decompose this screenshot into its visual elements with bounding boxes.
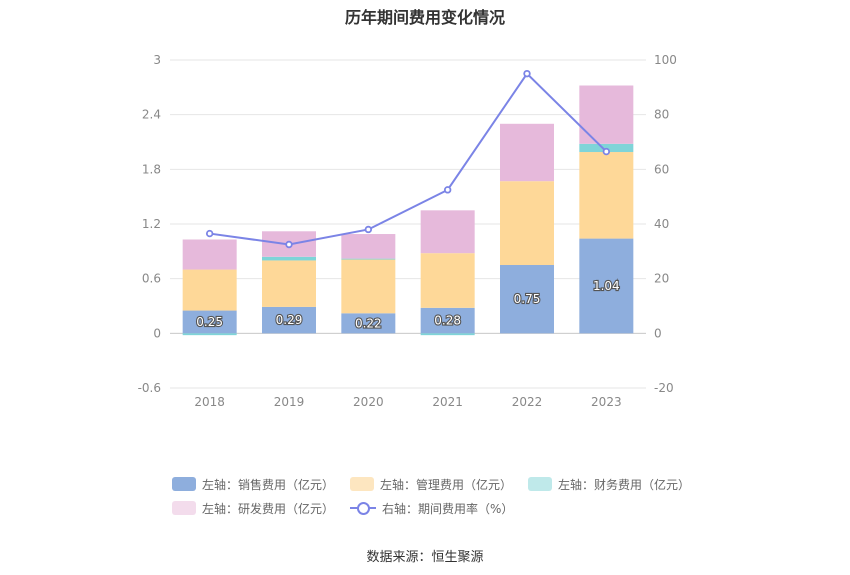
bar-segment (500, 181, 554, 265)
legend-label-rnd: 左轴：研发费用（亿元） (202, 501, 335, 516)
legend-swatch-expense-ratio (350, 501, 377, 515)
bar-segment (341, 234, 396, 259)
bar-segment (341, 258, 396, 260)
x-axis-tick-label: 2023 (591, 395, 622, 409)
left-axis-tick-label: 2.4 (142, 108, 161, 122)
bar-segment (341, 313, 396, 334)
legend-item-rnd[interactable]: 左轴：研发费用（亿元） (172, 500, 334, 517)
x-axis-tick-label: 2018 (194, 395, 225, 409)
legend-swatch-sales (172, 477, 196, 491)
expense-ratio-point (523, 69, 531, 78)
right-axis-tick-label: 40 (654, 217, 669, 231)
bar-segment (579, 85, 634, 144)
bar-data-label: 0.75 (514, 292, 541, 306)
legend-label-admin: 左轴：管理费用（亿元） (380, 477, 513, 492)
bar-segment (341, 259, 396, 314)
expense-ratio-point (443, 186, 452, 194)
x-axis-tick-label: 2019 (274, 395, 305, 409)
right-axis-tick-label: 0 (654, 326, 662, 340)
source-note: 数据来源：恒生聚源 (366, 550, 484, 565)
bar-segment (420, 307, 475, 334)
legend-label-sales: 左轴：销售费用（亿元） (202, 477, 335, 492)
bar-data-label: 0.29 (276, 313, 303, 327)
bar-data-label: 0.28 (434, 314, 461, 328)
legend-swatch-admin (350, 477, 375, 491)
legend-item-expense-ratio[interactable]: 右轴：期间费用率（%） (350, 500, 513, 517)
bar-data-label: 0.25 (196, 315, 223, 329)
x-axis-tick-label: 2021 (432, 395, 463, 409)
legend-swatch-rnd (172, 501, 196, 515)
expense-ratio-point (285, 240, 293, 249)
legend-item-sales[interactable]: 左轴：销售费用（亿元） (172, 476, 334, 493)
bar-segment (420, 333, 475, 336)
x-axis-tick-label: 2020 (353, 395, 384, 409)
x-axis-tick-label: 2022 (512, 395, 543, 409)
bar-segment (262, 256, 316, 261)
right-axis-tick-label: 20 (654, 272, 669, 286)
chart-title: 历年期间费用变化情况 (344, 8, 505, 27)
bar-segment (500, 265, 554, 334)
expense-ratio-point (205, 229, 214, 238)
left-axis-tick-label: 3 (153, 53, 161, 67)
expense-ratio-point (602, 147, 611, 156)
left-axis-tick-label: 1.8 (142, 162, 161, 176)
bar-segment (420, 253, 475, 308)
bar-data-label: 1.04 (593, 279, 620, 293)
left-axis-tick-label: 0 (153, 326, 161, 340)
bar-segment (420, 210, 475, 254)
legend-item-finance[interactable]: 左轴：财务费用（亿元） (528, 476, 690, 493)
bar-segment (182, 239, 237, 270)
left-axis-tick-label: 1.2 (142, 217, 161, 231)
left-axis-tick-label: 0.6 (142, 272, 161, 286)
legend-label-finance: 左轴：财务费用（亿元） (558, 477, 691, 492)
right-axis-tick-label: -20 (654, 381, 674, 395)
bar-segment (182, 333, 237, 336)
right-axis-tick-label: 100 (654, 53, 677, 67)
bar-segment (579, 152, 634, 239)
bar-segment (182, 269, 237, 311)
legend-label-expense-ratio: 右轴：期间费用率（%） (382, 501, 514, 516)
legend-swatch-finance (528, 477, 553, 491)
bar-segment (579, 238, 634, 334)
bar-segment (500, 123, 554, 182)
expense-ratio-point (364, 225, 373, 234)
legend-item-admin[interactable]: 左轴：管理费用（亿元） (350, 476, 512, 493)
legend: 左轴：销售费用（亿元） 左轴：管理费用（亿元） 左轴：财务费用（亿元） 左轴：研… (172, 472, 692, 520)
bar-segment (262, 306, 316, 334)
bar-data-label: 0.22 (355, 316, 382, 330)
right-axis-tick-label: 80 (654, 108, 669, 122)
bar-segment (182, 310, 237, 334)
expense-ratio-line (209, 72, 608, 246)
bar-segment (262, 260, 316, 307)
right-axis-tick-label: 60 (654, 162, 669, 176)
left-axis-tick-label: -0.6 (138, 381, 161, 395)
